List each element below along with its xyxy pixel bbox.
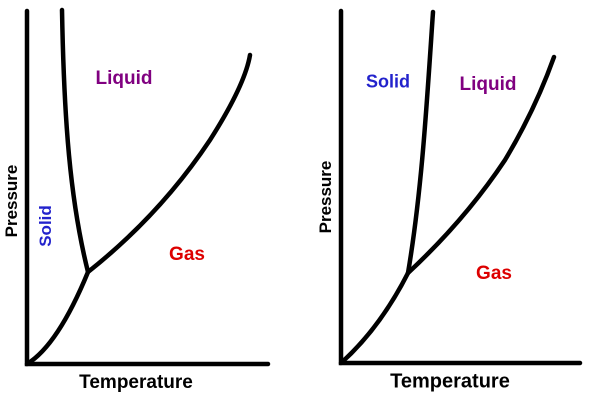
right-axes [338, 8, 583, 366]
left-fusion-curve [59, 7, 91, 275]
right-solid-region-label: Solid [366, 71, 410, 92]
left-solid-region-label: Solid [36, 205, 55, 247]
right-liquid-region-label: Liquid [459, 74, 517, 95]
left-vaporization-curve [85, 52, 253, 275]
right-fusion-curve [405, 9, 436, 276]
right-y-axis-label: Pressure [316, 160, 335, 234]
left-liquid-region-label: Liquid [95, 68, 153, 89]
right-x-axis-label: Temperature [390, 370, 510, 393]
right-vaporization-curve [405, 54, 557, 276]
left-sublimation-curve [24, 269, 91, 367]
left-x-axis-label: Temperature [79, 372, 193, 393]
left-gas-region-label: Gas [169, 244, 205, 265]
right-gas-region-label: Gas [476, 263, 512, 284]
right-sublimation-curve [338, 270, 411, 366]
left-y-axis-label: Pressure [2, 164, 21, 238]
